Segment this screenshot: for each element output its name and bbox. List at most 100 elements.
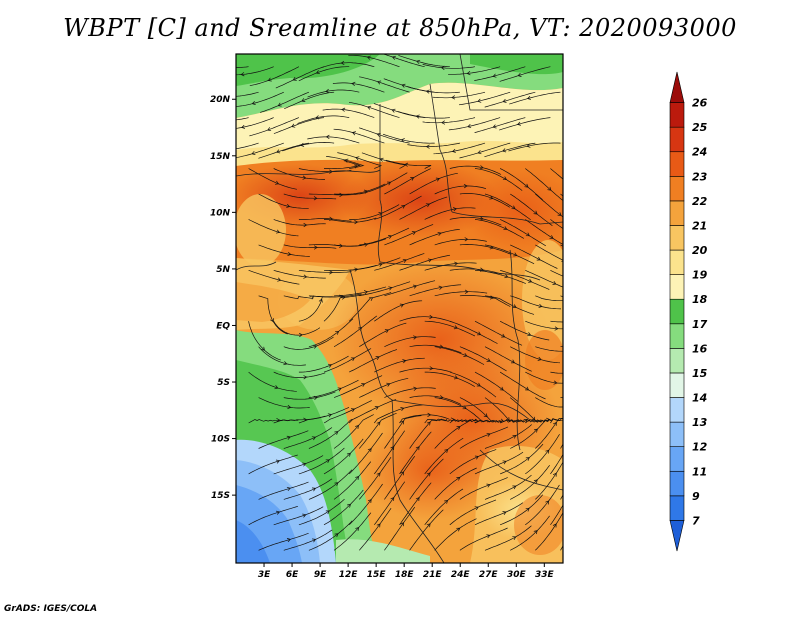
streamline	[409, 418, 448, 449]
colorbar-label: 19	[692, 269, 708, 282]
streamline	[474, 320, 523, 346]
streamline	[550, 269, 563, 277]
streamline-arrow	[400, 522, 404, 527]
streamline-arrow	[467, 123, 472, 129]
streamline-arrow	[462, 405, 467, 410]
streamline-arrow	[367, 105, 372, 110]
streamline	[458, 91, 511, 106]
streamline	[459, 346, 507, 372]
streamline-arrow	[287, 404, 292, 410]
streamline-arrow	[565, 349, 568, 353]
streamline	[333, 414, 374, 449]
streamline	[359, 377, 409, 398]
streamline	[384, 168, 431, 195]
streamline	[434, 238, 487, 246]
streamline-arrow	[416, 59, 421, 64]
streamline-arrow	[275, 459, 281, 464]
streamline-arrow	[215, 64, 218, 68]
streamline-arrow	[486, 483, 491, 488]
streamline-arrow	[376, 523, 381, 528]
streamline-arrow	[587, 384, 590, 387]
streamline	[432, 91, 486, 99]
streamline-arrow	[486, 358, 491, 362]
streamline-arrow	[276, 510, 281, 515]
streamline	[307, 89, 360, 98]
streamline-arrow	[301, 98, 306, 102]
streamline	[484, 424, 532, 449]
colorbar-swatch	[669, 225, 685, 251]
streamline	[384, 336, 436, 348]
streamline	[258, 295, 288, 335]
streamline-arrow	[479, 216, 484, 221]
streamline-arrow	[538, 303, 543, 308]
streamline-arrow	[533, 479, 538, 484]
colorbar-label: 17	[692, 318, 708, 331]
streamline-arrow	[355, 475, 360, 480]
streamline	[449, 499, 497, 526]
streamline-arrow	[400, 471, 404, 476]
streamline-arrow	[374, 406, 379, 410]
streamline-arrow	[298, 332, 303, 338]
streamline-arrow	[426, 421, 431, 426]
streamline-arrow	[477, 98, 482, 103]
streamline	[332, 82, 385, 93]
streamline-arrow	[492, 124, 497, 129]
streamline	[434, 346, 485, 365]
streamline	[449, 165, 502, 175]
colorbar-swatch	[669, 470, 685, 497]
streamline-arrow	[426, 523, 431, 528]
colorbar-label: 23	[692, 170, 708, 183]
streamline	[484, 525, 532, 551]
streamline	[484, 474, 532, 500]
streamline	[273, 168, 326, 180]
streamline	[283, 244, 337, 249]
streamline-arrow	[451, 148, 456, 153]
streamline-arrow	[351, 131, 356, 136]
streamline	[560, 397, 563, 398]
streamline	[525, 219, 563, 245]
country-border	[377, 104, 383, 263]
streamline-arrow	[479, 165, 484, 170]
streamline	[359, 412, 397, 449]
streamline	[349, 257, 401, 271]
lat-tick-label: 10S	[211, 435, 230, 445]
streamline	[499, 443, 544, 475]
streamline	[424, 437, 464, 475]
streamline	[424, 262, 477, 271]
streamline	[333, 461, 372, 500]
streamline-arrow	[361, 383, 366, 387]
colorbar-swatch	[669, 200, 685, 226]
streamline-arrow	[580, 318, 583, 322]
streamline	[374, 404, 423, 424]
streamline	[550, 371, 563, 374]
streamline-arrow	[313, 196, 318, 201]
streamline	[333, 512, 372, 551]
streamline-arrow	[267, 127, 272, 132]
streamline-arrow	[286, 203, 291, 208]
country-border	[509, 249, 521, 451]
streamline-arrow	[334, 431, 339, 435]
streamline	[384, 280, 436, 297]
streamline	[323, 400, 372, 424]
streamline-arrow	[427, 258, 432, 263]
streamline	[359, 322, 407, 347]
streamline-arrow	[557, 212, 562, 216]
streamline-arrow	[456, 527, 461, 532]
streamline-arrow	[341, 295, 346, 300]
streamline	[459, 295, 511, 307]
streamline	[374, 357, 425, 373]
streamline	[258, 397, 310, 409]
colorbar-label: 24	[692, 146, 707, 159]
colorbar-swatch	[669, 348, 685, 374]
streamline	[308, 192, 362, 196]
streamline-arrow	[464, 237, 469, 242]
streamline	[399, 367, 452, 373]
streamline-arrow	[325, 88, 330, 94]
streamline	[484, 346, 532, 372]
streamline	[258, 346, 306, 366]
streamline	[424, 207, 476, 220]
streamline-arrow	[512, 304, 517, 309]
streamline-arrow	[545, 500, 550, 505]
streamline	[334, 286, 387, 297]
colorbar-label: 25	[692, 121, 708, 134]
